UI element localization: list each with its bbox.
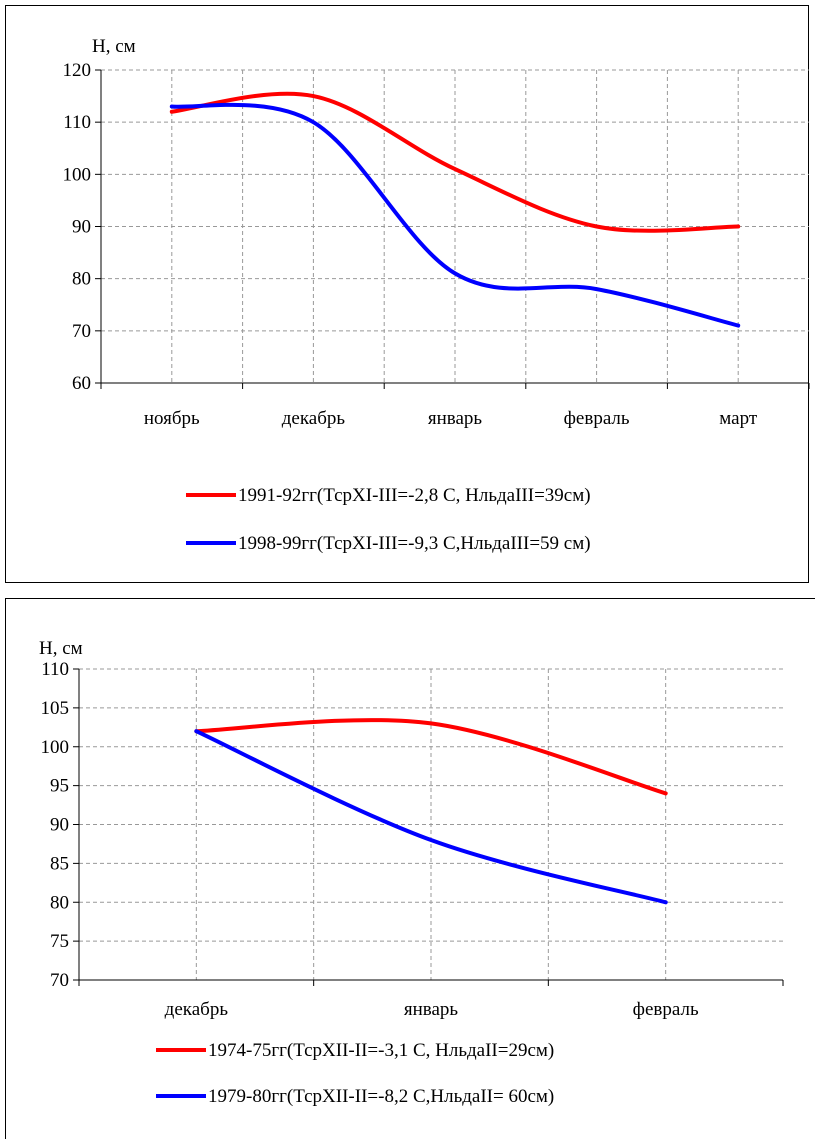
chart2-y-tick-label: 100 [41,737,70,758]
chart2-y-tick-label: 90 [50,815,69,836]
chart2-y-tick-label: 75 [50,931,69,952]
chart-1-svg: 60 70 80 90 100 110 120 ноябрь декабрь январь февр… [6,6,810,584]
chart2-x-tick-label: февраль [633,999,699,1020]
chart1-y-tick-label: 120 [63,60,92,81]
chart2-y-tick-label: 70 [50,970,69,991]
chart1-legend-label-1: 1991-92гг(ТсрXI-III=-2,8 С, НльдаIII=39с… [238,485,591,506]
chart2-y-axis-label: H, см [39,638,83,659]
chart1-y-tick-label: 90 [72,217,91,238]
chart2-y-tick-label: 95 [50,776,69,797]
chart2-legend-label-1: 1974-75гг(ТсрXII-II=-3,1 С, НльдаII=29см… [208,1040,554,1061]
chart1-x-tick-label: февраль [564,408,630,429]
chart1-x-tick-label: декабрь [282,408,346,429]
chart2-y-tick-label: 105 [41,698,70,719]
chart-1: 60 70 80 90 100 110 120 ноябрь декабрь январь февр… [5,5,809,583]
chart1-y-tick-label: 100 [63,164,92,185]
chart1-y-axis-label: H, см [92,36,136,57]
chart2-y-tick-label: 110 [41,659,69,680]
chart2-y-tick-label: 80 [50,892,69,913]
chart2-legend-label-2: 1979-80гг(ТсрXII-II=-8,2 С,НльдаII= 60см… [208,1086,554,1107]
chart1-legend-label-2: 1998-99гг(ТсрXI-III=-9,3 С,НльдаIII=59 с… [238,533,591,554]
chart1-x-tick-label: январь [428,408,483,429]
chart1-y-tick-label: 80 [72,269,91,290]
chart2-x-tick-label: январь [404,999,459,1020]
chart1-y-tick-label: 60 [72,373,91,394]
chart1-y-tick-label: 110 [63,112,91,133]
chart1-x-tick-label: март [719,408,758,429]
chart2-x-tick-label: декабрь [165,999,229,1020]
chart-2-svg: 70 75 80 85 90 95 100 105 110 декабрь январь феврал… [6,599,815,1140]
chart1-x-tick-label: ноябрь [144,408,200,429]
chart-2: 70 75 80 85 90 95 100 105 110 декабрь январь феврал… [5,598,815,1139]
chart2-y-tick-label: 85 [50,853,69,874]
chart1-series-2-line [172,105,738,326]
chart1-y-tick-label: 70 [72,321,91,342]
